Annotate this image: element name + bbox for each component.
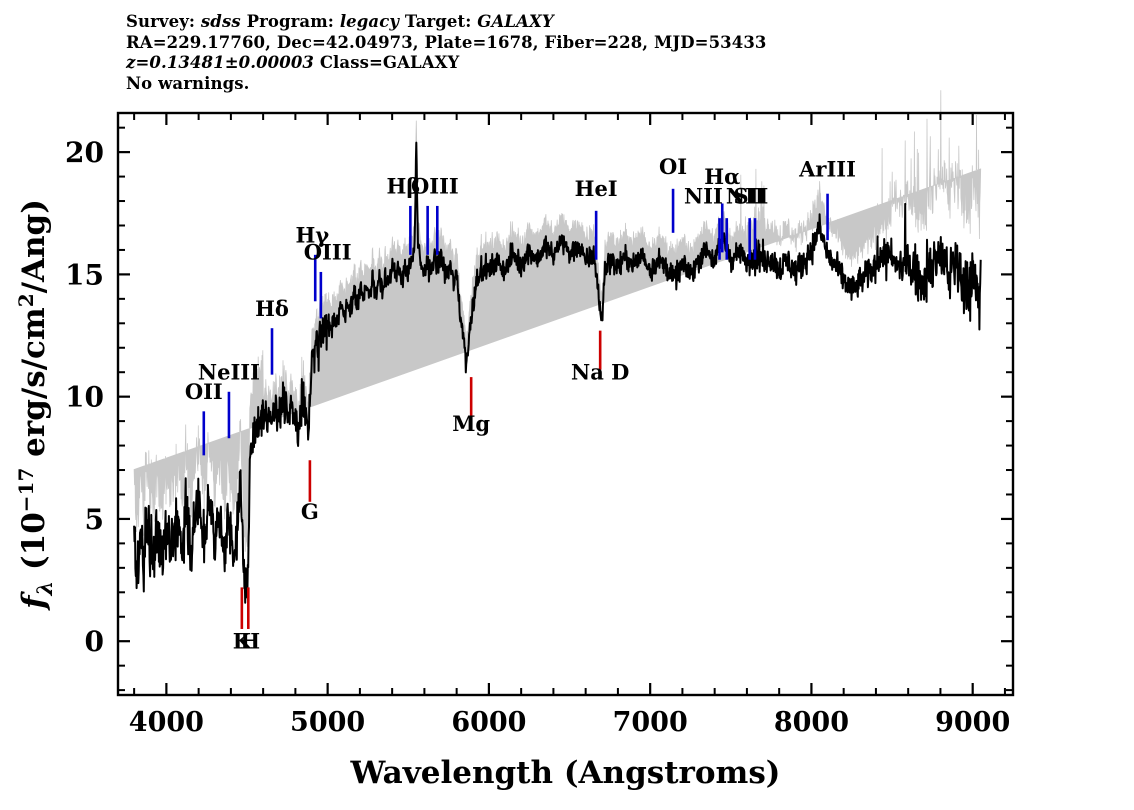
y-title-lambda: λ: [32, 581, 57, 597]
metadata-line-survey: Survey: sdss Program: legacy Target: GAL…: [126, 12, 1026, 33]
x-axis-tick-label: 5000: [290, 707, 365, 738]
emission-line-marker-label: NeIII: [198, 360, 260, 385]
survey-value: sdss: [200, 12, 241, 31]
y-axis-tick-label: 5: [85, 503, 104, 536]
y-axis-title: fλ (10−17 erg/s/cm2/Ang): [14, 199, 57, 611]
survey-prefix-label: Survey:: [126, 12, 201, 31]
metadata-line-warnings: No warnings.: [126, 73, 250, 93]
x-axis-tick-label: 8000: [774, 707, 849, 738]
y-axis-tick-label: 10: [65, 381, 104, 414]
y-title-exponent: −17: [14, 468, 38, 513]
x-axis-tick-label: 4000: [129, 707, 204, 738]
absorption-line-marker-label: H: [240, 629, 260, 654]
redshift-value: z=0.13481±0.00003: [126, 53, 314, 72]
emission-line-marker-label: OII: [185, 379, 223, 404]
absorption-line-marker-label: Na D: [571, 360, 629, 385]
emission-line-marker-label: NII: [726, 183, 765, 208]
x-axis-tick-label: 6000: [451, 707, 526, 738]
x-axis-tick-label: 7000: [613, 707, 688, 738]
x-axis-title: Wavelength (Angstroms): [350, 755, 781, 791]
y-title-open: (10: [16, 512, 52, 581]
flux-error-band: [133, 90, 982, 552]
absorption-line-marker-label: G: [301, 499, 319, 524]
y-axis-tick-label: 20: [65, 136, 104, 169]
emission-line-marker-label: OIII: [304, 240, 352, 265]
emission-line-marker-label: SII: [734, 183, 769, 208]
x-axis-tick-label: 9000: [935, 707, 1010, 738]
emission-line-marker-label: Hδ: [255, 296, 289, 321]
emission-line-marker-label: NII: [684, 183, 723, 208]
emission-line-marker-label: OIII: [411, 174, 459, 199]
emission-line-marker-label: Hβ: [387, 174, 421, 199]
program-prefix-label: Program:: [240, 12, 340, 31]
target-prefix-label: Target:: [399, 12, 478, 31]
y-title-f: f: [16, 591, 52, 611]
emission-line-marker-label: ArIII: [798, 157, 856, 182]
plot-frame: [116, 111, 1015, 697]
emission-line-marker-label: Hα: [704, 164, 740, 189]
spectrum-metadata-header: Survey: sdss Program: legacy Target: GAL…: [126, 12, 1026, 94]
y-title-rest: erg/s/cm: [16, 307, 52, 467]
emission-line-marker-label: Hγ: [295, 223, 329, 248]
emission-line-marker-label: HeI: [575, 176, 618, 201]
program-value: legacy: [339, 12, 400, 31]
y-axis-title-text: fλ (10−17 erg/s/cm2/Ang): [14, 199, 57, 611]
y-title-square: 2: [14, 293, 38, 307]
absorption-line-marker-label: K: [233, 629, 252, 654]
class-value: Class=GALAXY: [313, 53, 460, 72]
emission-line-marker-label: OI: [659, 154, 687, 179]
y-axis-tick-label: 15: [65, 258, 104, 291]
metadata-line-redshift: z=0.13481±0.00003 Class=GALAXY: [126, 53, 1026, 74]
metadata-line-coordinates: RA=229.17760, Dec=42.04973, Plate=1678, …: [126, 32, 767, 52]
flux-spectrum-line: [133, 141, 982, 604]
y-title-tail: /Ang): [16, 199, 52, 293]
target-value: GALAXY: [477, 12, 554, 31]
absorption-line-marker-label: Mg: [452, 411, 490, 436]
y-axis-tick-label: 0: [85, 625, 104, 658]
